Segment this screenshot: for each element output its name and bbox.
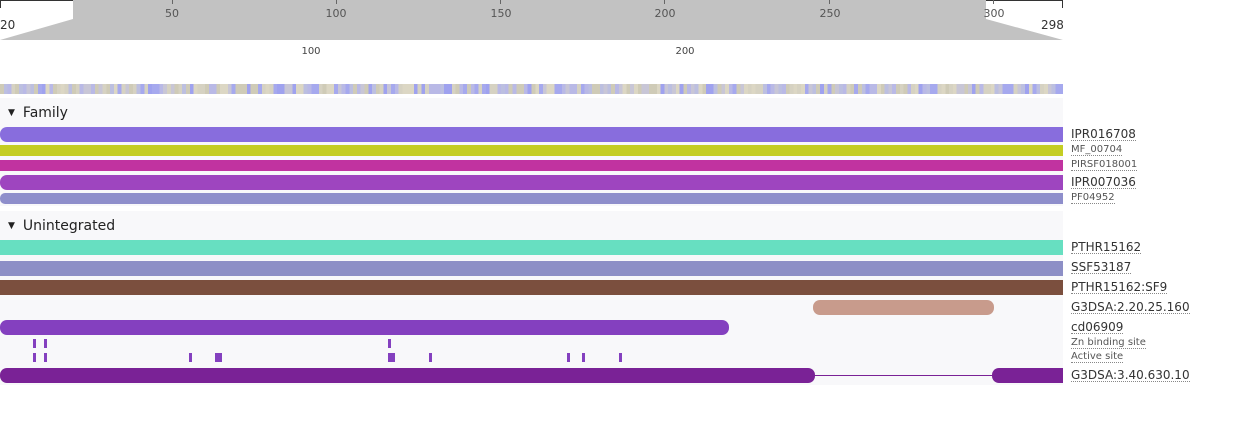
- track-bar-pf04952[interactable]: [0, 193, 1063, 204]
- zn-binding-site-marker[interactable]: [33, 339, 36, 348]
- nav-tick-label: 300: [983, 7, 1005, 20]
- nav-start-label: 20: [0, 18, 16, 32]
- track-bar-cd06909[interactable]: [0, 320, 729, 335]
- track-bar-g3dsa-3-40-630-10-part1[interactable]: [0, 368, 815, 383]
- collapse-triangle-icon: ▼: [8, 221, 15, 231]
- unintegrated-section-toggle[interactable]: ▼ Unintegrated: [8, 218, 115, 234]
- track-bar-mf00704[interactable]: [0, 145, 1063, 156]
- nav-tick-label: 50: [165, 7, 179, 20]
- track-label-pthr15162-sf9[interactable]: PTHR15162:SF9: [1071, 280, 1168, 294]
- active-site-marker[interactable]: [582, 353, 585, 362]
- active-site-marker[interactable]: [429, 353, 432, 362]
- sequence-track[interactable]: [0, 84, 1063, 94]
- track-bar-ipr007036[interactable]: [0, 175, 1063, 190]
- track-bar-pthr15162[interactable]: [0, 240, 1063, 255]
- active-site-marker[interactable]: [619, 353, 622, 362]
- active-site-marker[interactable]: [567, 353, 570, 362]
- track-label-cd06909[interactable]: cd06909: [1071, 320, 1124, 334]
- track-label-ipr007036[interactable]: IPR007036: [1071, 175, 1136, 189]
- track-label-pthr15162[interactable]: PTHR15162: [1071, 240, 1142, 254]
- track-label-zn-binding-site[interactable]: Zn binding site: [1071, 337, 1146, 349]
- track-bar-g3dsa-3-40-630-10-part2[interactable]: [992, 368, 1063, 383]
- track-connector-line: [810, 375, 996, 376]
- track-label-g3dsa-2-20-25-160[interactable]: G3DSA:2.20.25.160: [1071, 300, 1190, 314]
- nav-tick-label: 100: [325, 7, 347, 20]
- active-site-marker[interactable]: [44, 353, 47, 362]
- track-label-ssf53187[interactable]: SSF53187: [1071, 260, 1132, 274]
- track-label-g3dsa-3-40-630-10[interactable]: G3DSA:3.40.630.10: [1071, 368, 1190, 382]
- family-section-toggle[interactable]: ▼ Family: [8, 105, 68, 121]
- zn-binding-site-marker[interactable]: [388, 339, 391, 348]
- track-label-ipr016708[interactable]: IPR016708: [1071, 127, 1136, 141]
- nav-end-label: 298: [1041, 18, 1064, 32]
- unintegrated-section-title: Unintegrated: [22, 218, 116, 234]
- nav-tick-label: 250: [819, 7, 841, 20]
- track-label-active-site[interactable]: Active site: [1071, 351, 1124, 363]
- navigation-track[interactable]: [0, 0, 1063, 40]
- unintegrated-section: [0, 211, 1063, 385]
- zn-binding-site-marker[interactable]: [44, 339, 47, 348]
- zoom-window[interactable]: [0, 0, 1063, 40]
- track-label-pf04952[interactable]: PF04952: [1071, 192, 1115, 204]
- track-bar-g3dsa-2-20-25-160[interactable]: [813, 300, 994, 315]
- family-section-title: Family: [22, 105, 68, 121]
- nav-tick-label: 150: [490, 7, 512, 20]
- collapse-triangle-icon: ▼: [8, 108, 15, 118]
- active-site-marker[interactable]: [388, 353, 395, 362]
- active-site-marker[interactable]: [215, 353, 222, 362]
- active-site-marker[interactable]: [33, 353, 36, 362]
- track-bar-pthr15162-sf9[interactable]: [0, 280, 1063, 295]
- nav-tick-label: 200: [654, 7, 676, 20]
- axis-tick-label: 100: [301, 46, 321, 57]
- active-site-marker[interactable]: [189, 353, 192, 362]
- axis-tick-label: 200: [675, 46, 695, 57]
- track-bar-ssf53187[interactable]: [0, 261, 1063, 276]
- track-label-pirsf018001[interactable]: PIRSF018001: [1071, 159, 1138, 171]
- track-bar-ipr016708[interactable]: [0, 127, 1063, 142]
- track-bar-pirsf018001[interactable]: [0, 160, 1063, 171]
- track-label-mf00704[interactable]: MF_00704: [1071, 144, 1123, 156]
